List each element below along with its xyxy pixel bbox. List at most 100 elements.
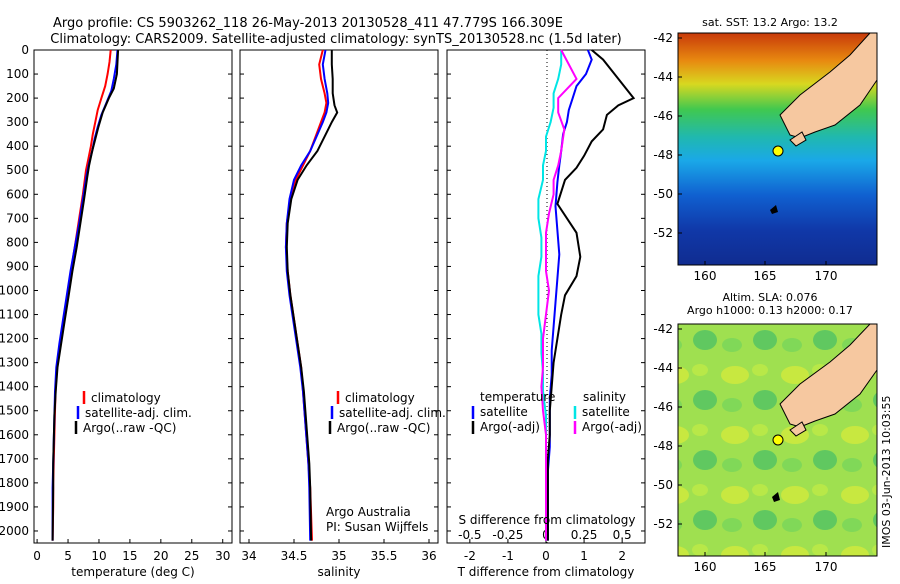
sla-map-axes: 160 165 170 -42 -44 -46 -48 -50 -52 (653, 322, 837, 574)
salinity-xlabel: salinity (317, 565, 360, 579)
depth-tick-label: 400 (6, 139, 29, 153)
series-line-argo-raw-qc- (285, 50, 339, 541)
series-line-satellite (537, 50, 563, 541)
imos-timestamp: IMOS 03-Jun-2013 10:03:55 (880, 395, 893, 548)
legend-label-s-argo: Argo(-adj) (582, 420, 642, 434)
x-tick-label: 35 (331, 549, 346, 563)
x-tick-label: 15 (122, 549, 137, 563)
sst-map-frame (677, 32, 878, 266)
sst-map-axes: 160 165 170 -42 -44 -46 -48 -50 -52 (653, 31, 837, 283)
lat-tick-label: -44 (653, 361, 673, 375)
title-line-1: Argo profile: CS 5903262_118 26-May-2013… (53, 16, 563, 31)
legend-label-argo: Argo(..raw -QC) (337, 421, 430, 435)
land-auckland-islands (772, 492, 780, 502)
temperature-panel-frame (33, 49, 233, 544)
depth-tick-label: 1600 (0, 428, 29, 442)
depth-tick-label: 1300 (0, 356, 29, 370)
s-tick-label: 0.25 (571, 528, 598, 542)
x-tick-label: 34 (241, 549, 256, 563)
x-tick-label: 5 (64, 549, 72, 563)
temperature-x-axis: 0 5 10 15 20 25 30 (33, 539, 230, 563)
lat-tick-label: -46 (653, 109, 673, 123)
depth-tick-label: 2000 (0, 524, 29, 538)
depth-tick-label: 1800 (0, 476, 29, 490)
lat-tick-label: -50 (653, 187, 673, 201)
series-line-satellite (546, 49, 593, 541)
series-line-climatology (51, 49, 112, 541)
lat-tick-label: -44 (653, 70, 673, 84)
legend-label-t-argo: Argo(-adj) (480, 420, 540, 434)
lon-tick-label: 170 (815, 269, 838, 283)
depth-tick-label: 0 (21, 43, 29, 57)
difference-legend: temperature salinity satellite Argo(-adj… (471, 390, 642, 434)
legend-header-salinity: salinity (583, 390, 626, 404)
depth-tick-label: 500 (6, 163, 29, 177)
legend-label-argo: Argo(..raw -QC) (83, 421, 176, 435)
s-tick-label: -0.25 (492, 528, 523, 542)
legend-header-temperature: temperature (480, 390, 555, 404)
lat-tick-label: -52 (653, 226, 673, 240)
x-tick-label: 10 (91, 549, 106, 563)
depth-tick-label: 700 (6, 211, 29, 225)
s-tick-label: 0.5 (613, 528, 632, 542)
difference-x-axis: -2 -1 0 1 2 (464, 539, 626, 563)
land-stewart-island (789, 421, 807, 437)
land-new-zealand (779, 32, 878, 139)
sla-map (677, 323, 878, 557)
depth-tick-label: 1200 (0, 332, 29, 346)
s-tick-label: -0.5 (458, 528, 481, 542)
legend-label-climatology: climatology (345, 391, 415, 405)
depth-tick-label: 900 (6, 259, 29, 273)
difference-series (537, 49, 636, 541)
sst-map-title: sat. SST: 13.2 Argo: 13.2 (702, 16, 838, 29)
lat-tick-label: -42 (653, 31, 673, 45)
temperature-series (51, 49, 120, 541)
depth-tick-label: 1900 (0, 500, 29, 514)
x-tick-label: 34.5 (281, 549, 308, 563)
x-tick-label: 25 (184, 549, 199, 563)
annotation-pi: PI: Susan Wijffels (326, 520, 428, 534)
lat-tick-label: -52 (653, 517, 673, 531)
depth-tick-label: 100 (6, 67, 29, 81)
series-line-climatology (284, 49, 328, 541)
legend-label-s-satellite: satellite (582, 405, 630, 419)
lat-tick-label: -50 (653, 478, 673, 492)
lon-tick-label: 170 (815, 560, 838, 574)
legend-label-t-satellite: satellite (480, 405, 528, 419)
depth-tick-label: 1000 (0, 283, 29, 297)
lon-tick-label: 160 (694, 560, 717, 574)
x-tick-label: 20 (153, 549, 168, 563)
depth-tick-label: 300 (6, 115, 29, 129)
series-line-satellite-adj-clim- (51, 49, 119, 541)
legend-label-climatology: climatology (91, 391, 161, 405)
lon-tick-label: 165 (754, 269, 777, 283)
sla-map-frame (677, 323, 878, 557)
lon-tick-label: 160 (694, 269, 717, 283)
x-tick-label: 2 (618, 549, 626, 563)
series-line-argo-adj- (546, 49, 636, 541)
depth-tick-label: 1700 (0, 452, 29, 466)
depth-tick-label: 800 (6, 235, 29, 249)
x-tick-label: 0 (542, 549, 550, 563)
argo-position-marker (772, 434, 784, 446)
x-tick-label: -1 (502, 549, 514, 563)
x-tick-label: -2 (464, 549, 476, 563)
sla-map-title-line-1: Altim. SLA: 0.076 (722, 291, 817, 304)
salinity-difference-x-axis: -0.5 -0.25 0 0.25 0.5 (458, 528, 632, 542)
argo-position-marker (772, 145, 784, 157)
land-new-zealand (779, 323, 878, 428)
depth-tick-label: 600 (6, 187, 29, 201)
depth-tick-label: 200 (6, 91, 29, 105)
legend-label-satellite: satellite-adj. clim. (339, 406, 446, 420)
title-line-2: Climatology: CARS2009. Satellite-adjuste… (50, 32, 622, 47)
land-stewart-island (789, 131, 807, 147)
series-line-satellite-adj-clim- (284, 49, 330, 541)
x-tick-label: 35.5 (371, 549, 398, 563)
series-line-argo-raw-qc- (51, 49, 120, 541)
difference-xlabel: T difference from climatology (457, 565, 635, 579)
lat-tick-label: -46 (653, 400, 673, 414)
depth-axis: 0 100 200 300 400 500 600 700 800 900 1000 1100 1200… (0, 43, 645, 538)
depth-tick-label: 1400 (0, 380, 29, 394)
series-line-argo-adj- (540, 49, 578, 541)
